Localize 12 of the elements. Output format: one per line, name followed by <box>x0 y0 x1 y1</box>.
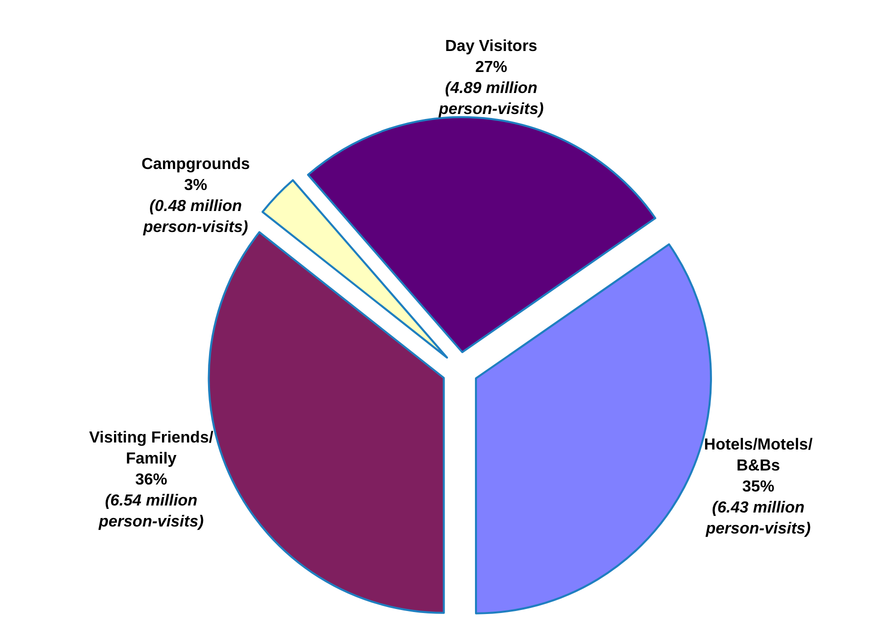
slice-label: Day Visitors <box>445 38 538 55</box>
data-label: 36% <box>135 471 168 488</box>
text: (0.48 million person-visits) <box>142 198 248 236</box>
slice-label: Campgrounds <box>141 156 250 174</box>
data-label: 27% <box>475 58 508 76</box>
text: (6.43 million person-visits) <box>704 499 811 538</box>
text: (6.54 million person-visits) <box>98 492 204 530</box>
slice-label: Visiting Friends/Family <box>89 429 214 468</box>
data-label: 3% <box>184 177 208 194</box>
slice-label: Hotels/Motels/B&Bs <box>704 436 814 474</box>
text: (4.89 million person-visits) <box>438 80 544 118</box>
data-label: 35% <box>742 478 774 496</box>
